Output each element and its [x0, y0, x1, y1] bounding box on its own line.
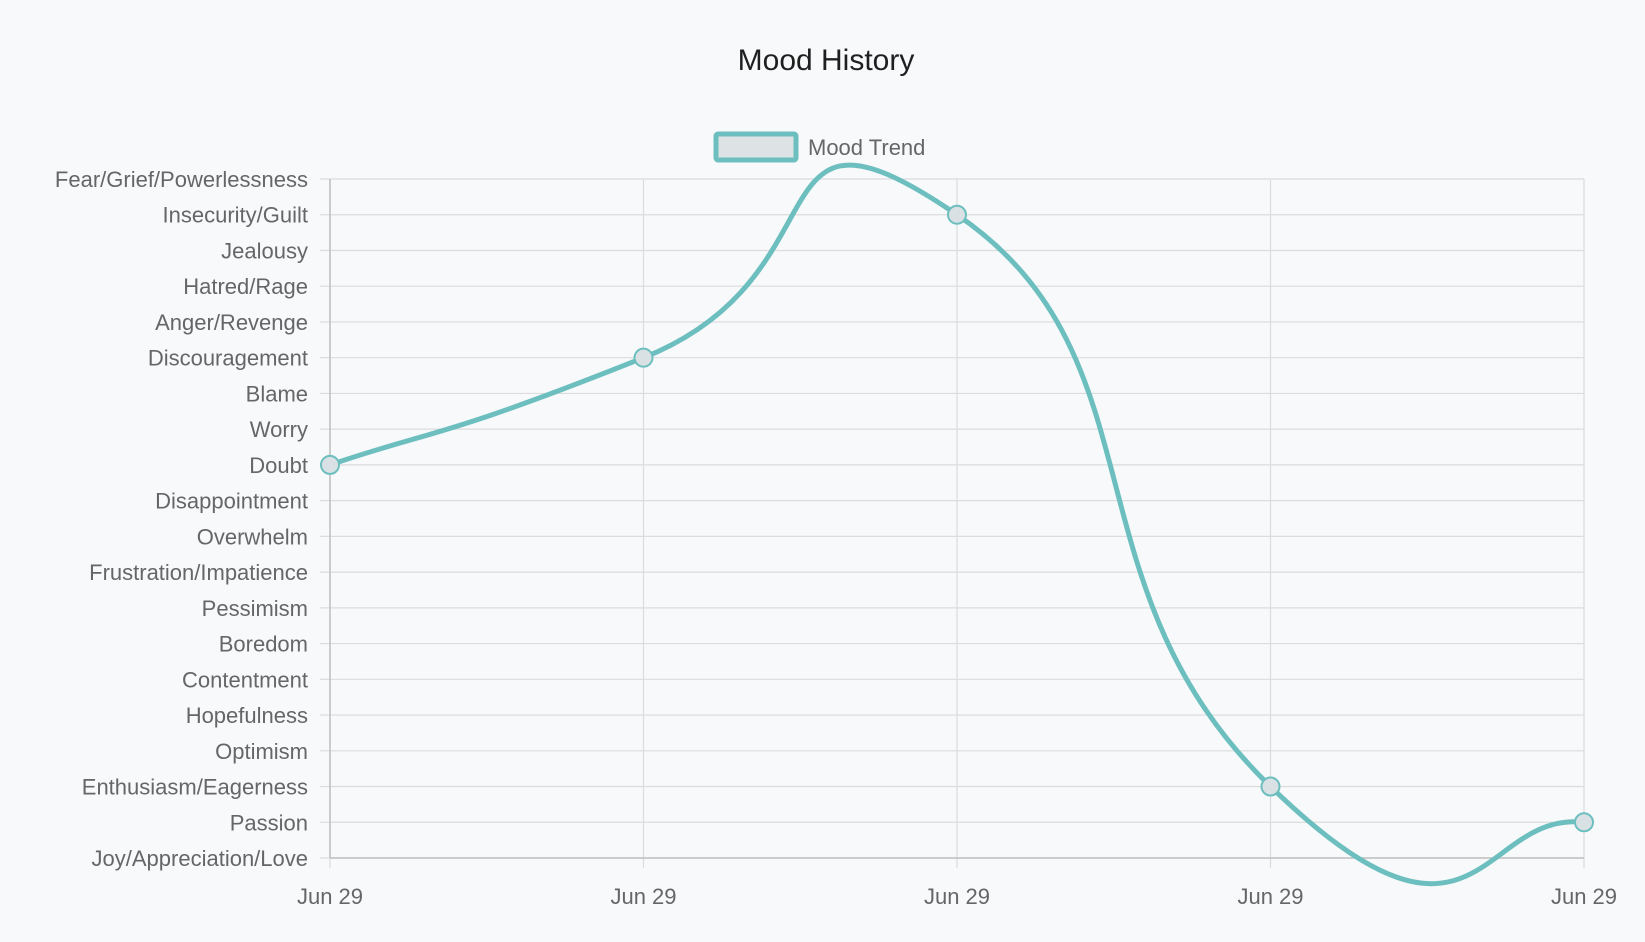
axis-layer: [320, 178, 1585, 868]
y-tick-label: Hopefulness: [186, 703, 308, 728]
y-tick-label: Joy/Appreciation/Love: [92, 846, 308, 871]
legend-swatch: [713, 131, 799, 163]
chart-title: Mood History: [738, 44, 915, 77]
data-point[interactable]: [320, 454, 340, 475]
y-tick-label: Passion: [230, 810, 308, 835]
y-tick-label: Worry: [250, 417, 308, 442]
y-tick-label: Contentment: [182, 667, 308, 692]
y-tick-label: Frustration/Impatience: [89, 560, 308, 585]
data-point[interactable]: [947, 204, 967, 225]
y-tick-label: Disappointment: [155, 489, 308, 514]
legend-label: Mood Trend: [808, 135, 925, 160]
x-tick-label: Jun 29: [1551, 884, 1617, 909]
y-tick-label: Jealousy: [221, 238, 308, 263]
x-tick-label: Jun 29: [610, 884, 676, 909]
y-tick-label: Insecurity/Guilt: [163, 203, 309, 228]
data-point[interactable]: [1574, 812, 1594, 833]
series-layer: [320, 162, 1594, 887]
y-tick-label: Anger/Revenge: [155, 310, 308, 335]
x-tick-label: Jun 29: [297, 884, 363, 909]
y-tick-label: Hatred/Rage: [183, 274, 308, 299]
x-tick-labels: Jun 29 Jun 29 Jun 29 Jun 29 Jun 29: [297, 884, 1617, 909]
legend[interactable]: Mood Trend: [713, 131, 925, 163]
x-tick-label: Jun 29: [924, 884, 990, 909]
y-tick-label: Optimism: [215, 739, 308, 764]
data-point[interactable]: [1260, 776, 1281, 797]
y-tick-labels: Joy/Appreciation/Love Passion Enthusiasm/E…: [55, 167, 308, 871]
y-tick-label: Doubt: [249, 453, 308, 478]
y-tick-label: Discouragement: [148, 346, 308, 371]
grid-layer: [329, 178, 1585, 859]
y-tick-label: Blame: [246, 381, 308, 406]
y-tick-label: Overwhelm: [197, 524, 308, 549]
y-tick-label: Enthusiasm/Eagerness: [82, 775, 308, 800]
series-line: [327, 162, 1587, 887]
y-tick-label: Fear/Grief/Powerlessness: [55, 167, 308, 192]
y-tick-label: Boredom: [219, 632, 308, 657]
data-point[interactable]: [633, 347, 654, 368]
x-tick-label: Jun 29: [1237, 884, 1303, 909]
y-tick-label: Pessimism: [202, 596, 308, 621]
